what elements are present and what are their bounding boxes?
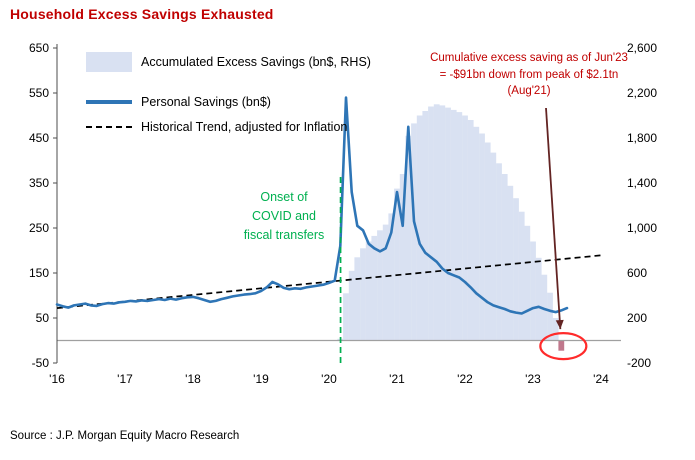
- svg-text:450: 450: [29, 131, 49, 145]
- exhausted-annotation: Cumulative excess saving as of Jun'23 = …: [430, 52, 628, 98]
- svg-text:1,000: 1,000: [627, 221, 657, 235]
- legend-item-trend: Historical Trend, adjusted for Inflation: [86, 119, 347, 135]
- svg-text:-200: -200: [627, 356, 651, 370]
- svg-text:2,600: 2,600: [627, 41, 657, 55]
- chart-canvas: 650 550 450 350 250 150 50 -50 2,600 2,200 1,800 1,…: [29, 41, 657, 386]
- svg-text:650: 650: [29, 41, 49, 55]
- chart-area: 650 550 450 350 250 150 50 -50 2,600 2,200 1,800 1,…: [0, 30, 695, 405]
- svg-text:250: 250: [29, 221, 49, 235]
- chart-title: Household Excess Savings Exhausted: [10, 6, 274, 22]
- dashed-swatch-icon: [86, 126, 132, 128]
- legend-label-trend: Historical Trend, adjusted for Inflation: [141, 120, 348, 134]
- legend-item-accumulated: Accumulated Excess Savings (bn$, RHS): [86, 52, 371, 72]
- area-swatch-icon: [86, 52, 132, 72]
- covid-annotation: Onset of COVID and fiscal transfers: [243, 190, 325, 242]
- svg-text:'22: '22: [457, 372, 473, 386]
- svg-text:350: 350: [29, 176, 49, 190]
- svg-text:200: 200: [627, 311, 647, 325]
- svg-text:1,800: 1,800: [627, 131, 657, 145]
- legend-label-personal-savings: Personal Savings (bn$): [141, 95, 271, 109]
- svg-text:'17: '17: [117, 372, 133, 386]
- line-swatch-icon: [86, 100, 132, 104]
- svg-text:1,400: 1,400: [627, 176, 657, 190]
- svg-text:550: 550: [29, 86, 49, 100]
- svg-text:'23: '23: [525, 372, 541, 386]
- legend-item-personal-savings: Personal Savings (bn$): [86, 94, 271, 110]
- svg-text:150: 150: [29, 266, 49, 280]
- svg-text:'19: '19: [253, 372, 269, 386]
- svg-text:600: 600: [627, 266, 647, 280]
- source-note: Source : J.P. Morgan Equity Macro Resear…: [10, 430, 240, 442]
- svg-text:'18: '18: [185, 372, 201, 386]
- svg-text:'21: '21: [389, 372, 405, 386]
- svg-text:2,200: 2,200: [627, 86, 657, 100]
- svg-text:'20: '20: [321, 372, 337, 386]
- svg-text:50: 50: [36, 311, 50, 325]
- svg-text:'24: '24: [593, 372, 609, 386]
- legend-label-accumulated: Accumulated Excess Savings (bn$, RHS): [141, 55, 371, 69]
- svg-text:'16: '16: [49, 372, 65, 386]
- svg-text:-50: -50: [32, 356, 50, 370]
